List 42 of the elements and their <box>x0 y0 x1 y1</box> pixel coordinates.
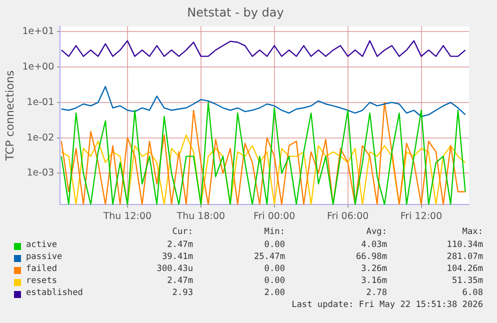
y-tick-label: 1e-03 <box>26 168 54 179</box>
text: 110.34m <box>446 240 483 250</box>
text: 25.47m <box>254 252 285 262</box>
text: 2.78 <box>366 288 387 298</box>
text: 0.00 <box>264 264 285 274</box>
text: 0.00 <box>264 276 285 286</box>
text: 104.26m <box>446 264 483 274</box>
x-tick-label: Thu 12:00 <box>102 210 152 222</box>
legend-label: passive <box>26 252 62 262</box>
y-tick-label: 1e-02 <box>26 132 54 144</box>
text: 2.93 <box>172 288 193 298</box>
x-tick-label: Thu 18:00 <box>176 210 226 222</box>
text: Avg: <box>366 227 387 237</box>
text: 4.03m <box>361 240 387 250</box>
text: 2.00 <box>264 288 285 298</box>
legend-label: active <box>26 240 58 250</box>
legend-label: failed <box>26 264 58 274</box>
chart-title: Netstat - by day <box>187 5 284 20</box>
text: Min: <box>264 227 285 237</box>
x-tick-label: Fri 06:00 <box>326 210 369 222</box>
text: 3.16m <box>361 276 387 286</box>
text: 300.43u <box>156 264 193 274</box>
text: 39.41m <box>162 252 193 262</box>
legend-label: established <box>26 288 83 298</box>
x-tick-label: Fri 12:00 <box>400 210 442 222</box>
x-tick-label: Fri 00:00 <box>254 210 296 222</box>
y-tick-label: 1e+00 <box>22 61 54 72</box>
text: 6.08 <box>462 288 483 298</box>
y-tick-label: 1e+01 <box>22 26 54 38</box>
text: 2.47m <box>167 276 193 286</box>
text: 0.00 <box>264 240 285 250</box>
y-axis-title: TCP connections <box>3 70 16 162</box>
text: 66.98m <box>356 252 387 262</box>
text: 51.35m <box>452 276 483 286</box>
text: Cur: <box>172 227 193 237</box>
text: Last update: Fri May 22 15:51:38 2026 <box>292 300 483 310</box>
y-tick-label: 1e-01 <box>26 96 54 108</box>
text: 281.07m <box>446 252 483 262</box>
text: Max: <box>462 227 483 237</box>
legend-label: resets <box>26 276 58 286</box>
text: 3.26m <box>361 264 387 274</box>
text: 2.47m <box>167 240 193 250</box>
